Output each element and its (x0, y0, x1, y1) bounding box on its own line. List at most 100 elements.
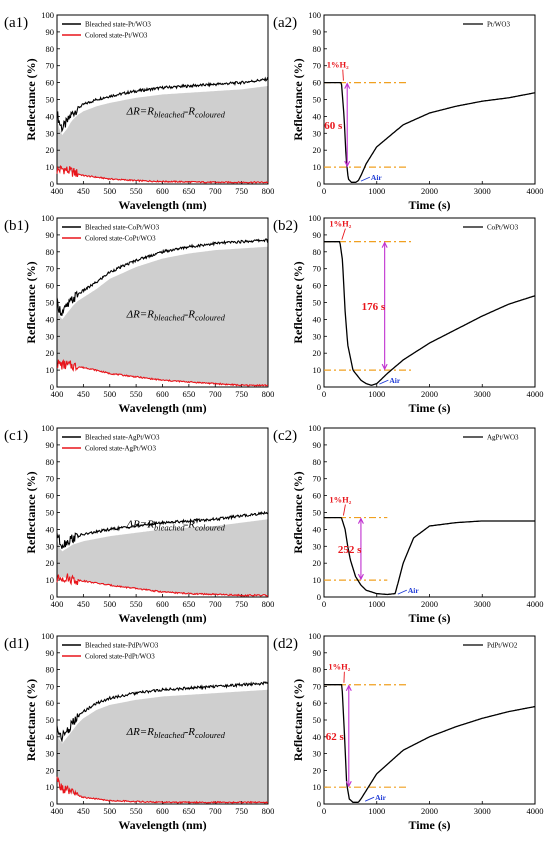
x-tick-label: 450 (77, 186, 90, 196)
y-axis-label: Reflectance (%) (291, 58, 305, 140)
air-label: Air (371, 173, 383, 182)
y-axis-label: Reflectance (%) (291, 261, 305, 343)
delta-r-formula: ΔR=Rbleached-Rcoloured (126, 309, 226, 323)
y-tick-label: 50 (46, 298, 55, 308)
y-tick-label: 90 (313, 230, 322, 240)
x-tick-label: 550 (130, 806, 143, 816)
y-tick-label: 60 (46, 78, 55, 88)
x-axis-label: Time (s) (408, 198, 450, 212)
x-tick-label: 750 (235, 599, 248, 609)
x-axis-label: Time (s) (408, 818, 450, 832)
x-tick-label: 750 (235, 389, 248, 399)
y-axis-label: Reflectance (%) (24, 261, 38, 343)
y-tick-label: 0 (317, 592, 321, 602)
time-arrow-head-bottom (344, 160, 351, 168)
x-tick-label: 750 (235, 806, 248, 816)
y-tick-label: 70 (313, 61, 322, 71)
series-line-single (324, 241, 536, 386)
h2-arrow (342, 69, 344, 81)
y-tick-label: 70 (313, 681, 322, 691)
y-tick-label: 80 (313, 247, 322, 257)
x-tick-label: 550 (130, 389, 143, 399)
h2-label: 1%H₂ (327, 60, 349, 70)
h2-arrow (341, 228, 346, 240)
x-tick-label: 600 (156, 599, 169, 609)
delta-r-fill (57, 519, 268, 596)
x-tick-label: 600 (156, 186, 169, 196)
x-tick-label: 400 (51, 389, 64, 399)
x-tick-label: 800 (262, 806, 275, 816)
time-arrow-head-top (344, 82, 351, 89)
air-arrow (360, 176, 371, 182)
x-tick-label: 2000 (421, 806, 438, 816)
y-tick-label: 0 (317, 799, 321, 809)
panel-label: (b1) (4, 218, 29, 234)
y-tick-label: 50 (313, 95, 322, 105)
y-tick-label: 60 (313, 78, 322, 88)
legend-entry: Pt/WO3 (487, 21, 510, 29)
x-tick-label: 4000 (527, 389, 544, 399)
air-arrow (397, 589, 408, 595)
time-arrow-head-top (357, 517, 364, 524)
delta-r-formula: ΔR=Rbleached-Rcoloured (126, 519, 226, 533)
panel-c1: 0 10 20 30 40 50 60 70 80 90 100 400 450 500 550 600 650… (4, 423, 274, 625)
y-tick-label: 40 (46, 524, 55, 534)
panel-label: (a2) (273, 15, 297, 31)
x-tick-label: 650 (183, 186, 196, 196)
response-time-label: 62 s (326, 731, 345, 743)
x-tick-label: 3000 (474, 599, 491, 609)
legend-entry: CoPt/WO3 (487, 224, 519, 232)
x-tick-label: 650 (183, 599, 196, 609)
y-tick-label: 100 (308, 631, 321, 641)
x-tick-label: 1000 (368, 186, 385, 196)
x-tick-label: 0 (322, 186, 326, 196)
x-tick-label: 0 (322, 389, 326, 399)
air-arrow (364, 796, 375, 802)
x-tick-label: 450 (77, 599, 90, 609)
x-axis-label: Time (s) (408, 611, 450, 625)
legend-entry: Colored state-PdPt/WO3 (85, 653, 155, 661)
y-tick-label: 10 (46, 782, 55, 792)
x-tick-label: 400 (51, 599, 64, 609)
panel-b1: 0 10 20 30 40 50 60 70 80 90 100 400 450 500 550 600 650… (4, 213, 274, 415)
y-tick-label: 90 (46, 440, 55, 450)
x-tick-label: 400 (51, 806, 64, 816)
series-line-single (324, 81, 536, 183)
x-tick-label: 2000 (421, 186, 438, 196)
y-tick-label: 30 (46, 749, 55, 759)
series-line-bleached (56, 510, 269, 549)
legend-entry: Colored state-Pt/WO3 (85, 32, 148, 40)
y-tick-label: 100 (41, 213, 54, 223)
y-tick-label: 80 (313, 665, 322, 675)
y-tick-label: 60 (313, 281, 322, 291)
y-tick-label: 80 (313, 44, 322, 54)
y-tick-label: 30 (46, 541, 55, 551)
y-tick-label: 40 (313, 524, 322, 534)
x-tick-label: 650 (183, 806, 196, 816)
y-tick-label: 40 (313, 732, 322, 742)
x-tick-label: 550 (130, 599, 143, 609)
series-line-bleached (56, 238, 269, 317)
h2-label: 1%H₂ (329, 219, 351, 229)
y-tick-label: 10 (313, 575, 322, 585)
x-tick-label: 1000 (368, 389, 385, 399)
x-tick-label: 2000 (421, 389, 438, 399)
x-tick-label: 450 (77, 806, 90, 816)
x-tick-label: 600 (156, 806, 169, 816)
panel-label: (d1) (4, 636, 29, 652)
y-tick-label: 30 (313, 331, 322, 341)
panel-label: (c1) (4, 428, 28, 444)
y-tick-label: 70 (313, 264, 322, 274)
y-tick-label: 100 (41, 10, 54, 20)
air-label: Air (389, 376, 401, 385)
h2-arrow (342, 504, 346, 516)
y-tick-label: 70 (46, 681, 55, 691)
y-tick-label: 100 (41, 631, 54, 641)
series-line-single (324, 684, 536, 803)
time-arrow-head-top (381, 241, 388, 248)
axes-frame (323, 14, 536, 185)
response-time-label: 176 s (362, 301, 386, 313)
